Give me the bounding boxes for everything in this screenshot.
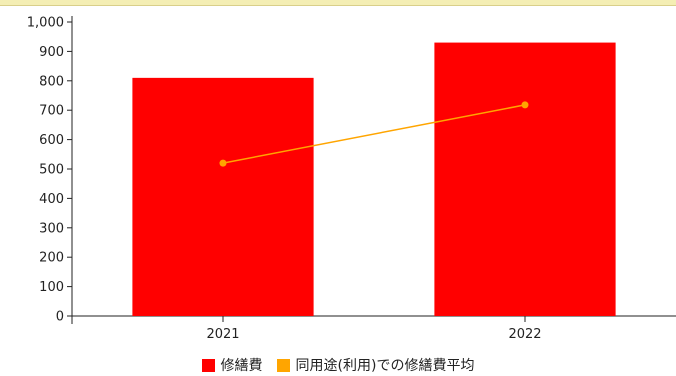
bars-series [132,42,616,317]
average-line-series [219,101,529,167]
legend-item-line: 同用途(利用)での修繕費平均 [276,355,475,375]
window-top-bar [0,0,676,6]
legend-swatch-bar [201,358,215,372]
bar [434,42,616,317]
y-tick-label: 700 [39,104,64,119]
line-point [219,159,227,167]
legend-label-line: 同用途(利用)での修繕費平均 [295,358,475,374]
y-tick-label: 600 [39,133,64,148]
legend-item-bar: 修繕費 [201,355,263,375]
x-tick-label: 2022 [508,327,541,342]
y-tick-label: 100 [39,280,64,295]
y-tick-label: 500 [39,163,64,178]
x-axis: 2021 2022 [72,315,676,342]
legend-swatch-line [276,358,290,372]
bar [132,77,314,316]
y-tick-label: 1,000 [27,16,64,31]
line-point [521,101,529,109]
legend-label-bar: 修繕費 [220,358,263,374]
y-tick-label: 400 [39,192,64,207]
average-line [222,104,526,164]
y-tick-label: 0 [56,310,64,325]
y-tick-label: 200 [39,251,64,266]
y-axis: 0 100 200 300 400 500 600 700 800 900 1,000 [27,16,73,325]
y-tick-label: 300 [39,221,64,236]
x-tick-label: 2021 [206,327,239,342]
y-tick-label: 900 [39,45,64,60]
y-tick-label: 800 [39,74,64,89]
chart-legend: 修繕費 同用途(利用)での修繕費平均 [0,354,676,376]
